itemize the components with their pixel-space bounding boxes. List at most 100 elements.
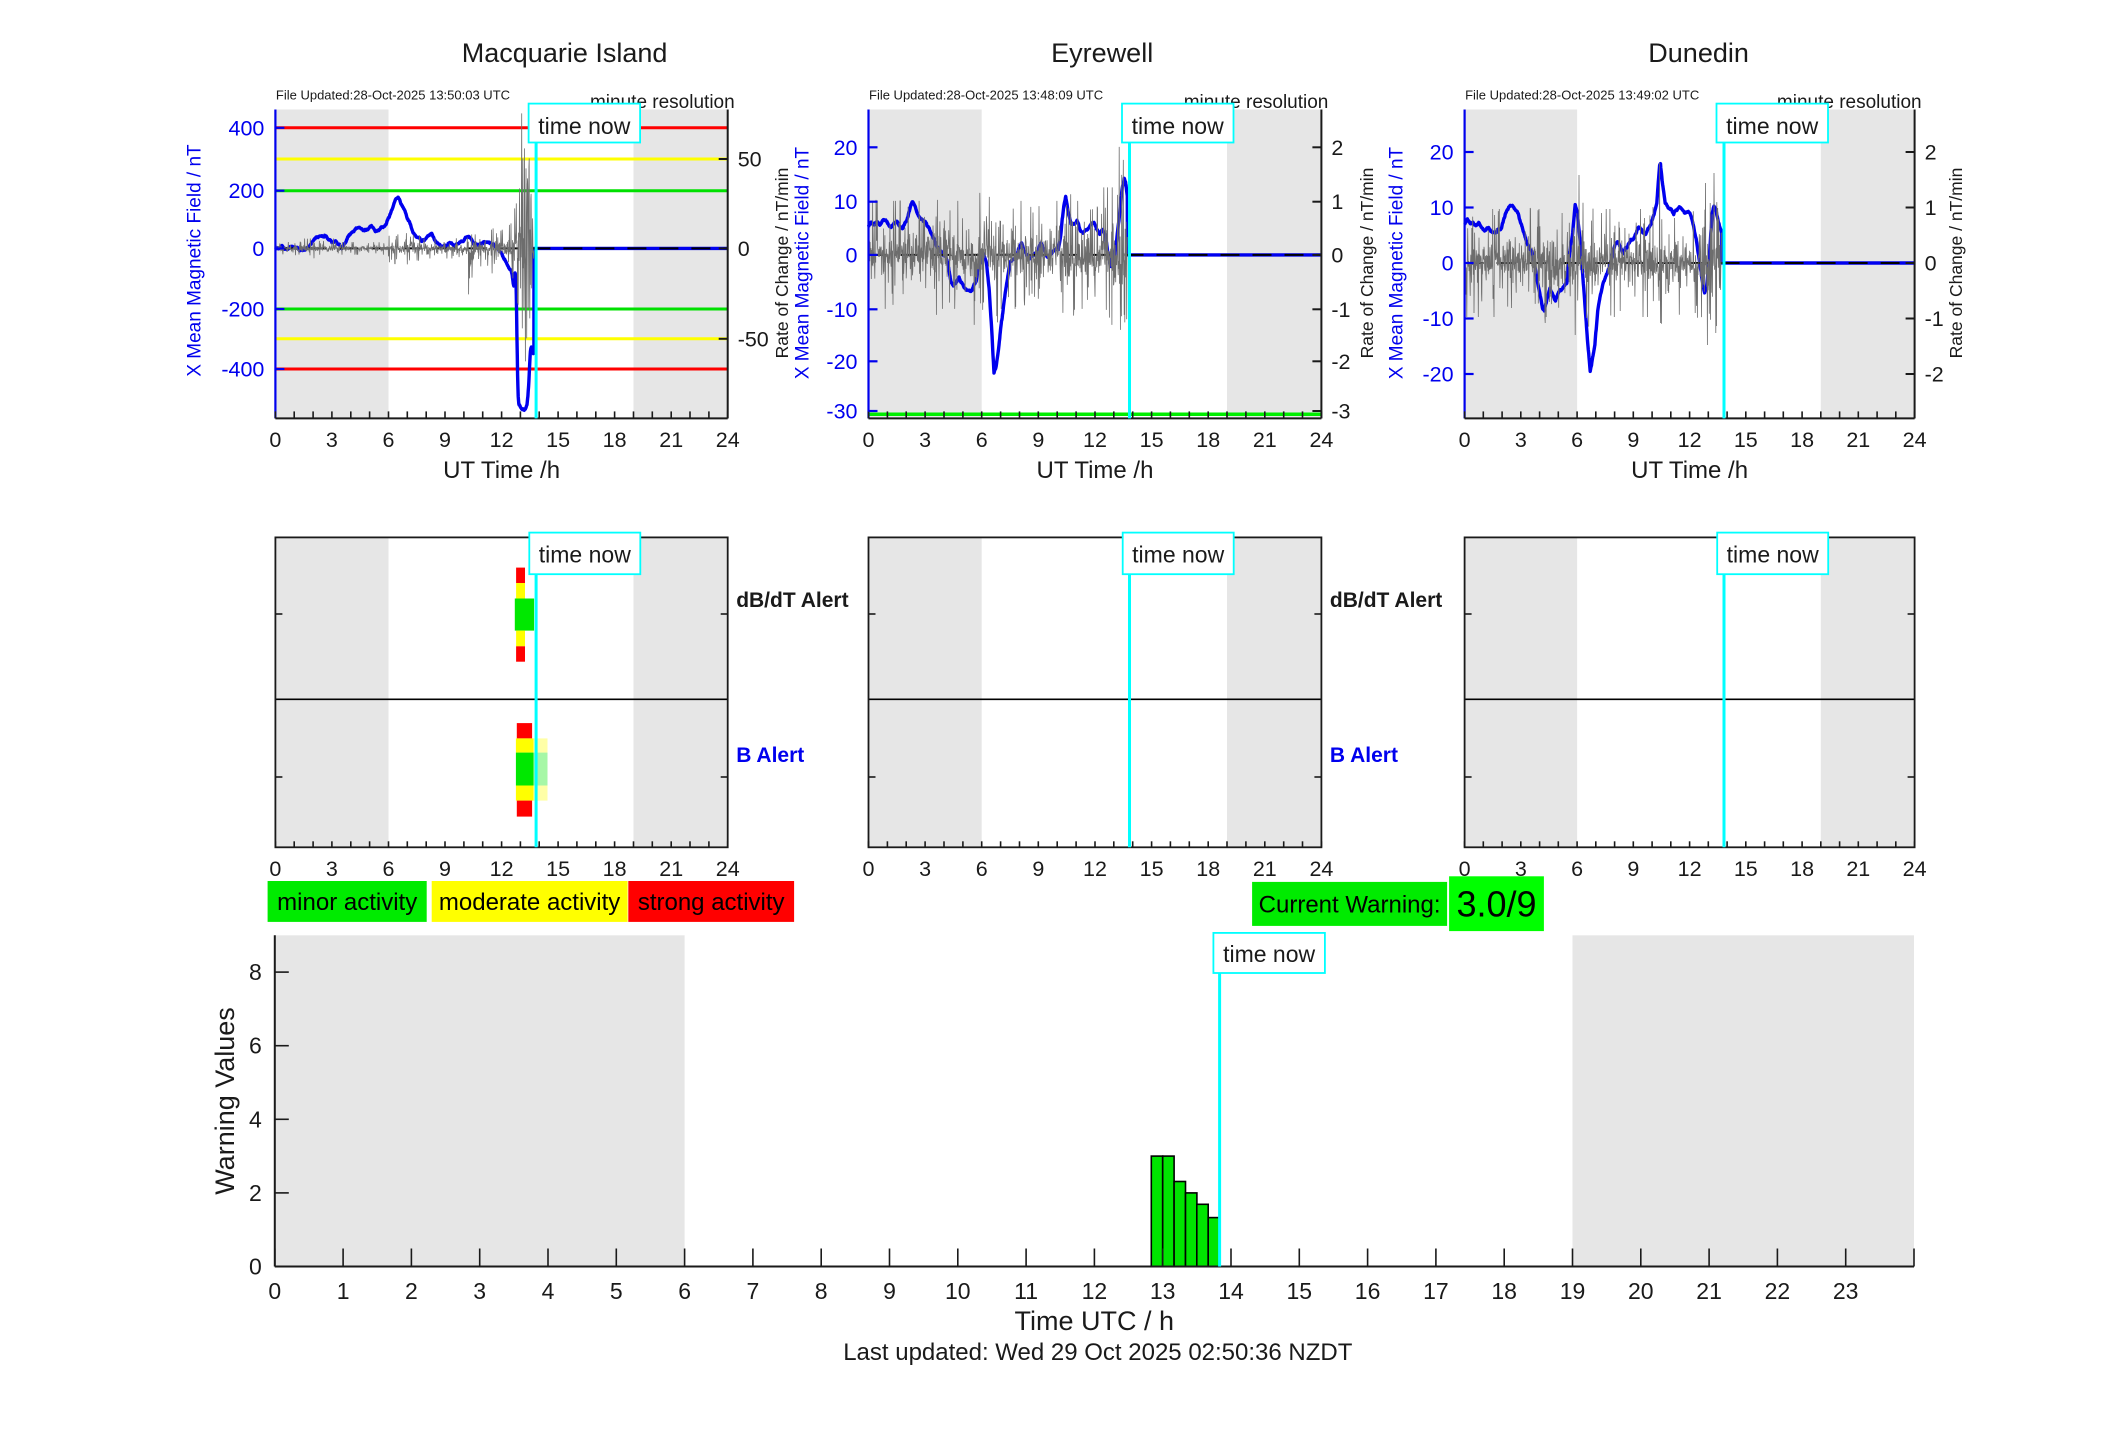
svg-text:0: 0 bbox=[1925, 252, 1937, 276]
svg-text:0: 0 bbox=[269, 857, 281, 881]
svg-text:time now: time now bbox=[1727, 542, 1819, 568]
svg-text:0: 0 bbox=[249, 1254, 262, 1280]
svg-text:File Updated:28-Oct-2025 13:48: File Updated:28-Oct-2025 13:48:09 UTC bbox=[869, 88, 1103, 103]
svg-text:1: 1 bbox=[1331, 190, 1343, 214]
svg-text:18: 18 bbox=[1196, 428, 1220, 452]
svg-text:9: 9 bbox=[1032, 428, 1044, 452]
svg-text:0: 0 bbox=[1442, 252, 1454, 276]
svg-text:17: 17 bbox=[1423, 1278, 1449, 1304]
svg-text:9: 9 bbox=[1627, 428, 1639, 452]
svg-text:Rate of Change / nT/min: Rate of Change / nT/min bbox=[1946, 168, 1966, 359]
svg-text:time now: time now bbox=[1726, 113, 1818, 139]
svg-text:24: 24 bbox=[1309, 428, 1333, 452]
svg-text:2: 2 bbox=[405, 1278, 418, 1304]
svg-text:-50: -50 bbox=[738, 327, 769, 351]
svg-text:9: 9 bbox=[883, 1278, 896, 1304]
svg-text:50: 50 bbox=[738, 148, 762, 172]
svg-text:15: 15 bbox=[1140, 428, 1164, 452]
svg-text:0: 0 bbox=[1459, 428, 1471, 452]
svg-text:-1: -1 bbox=[1331, 298, 1350, 322]
svg-text:9: 9 bbox=[439, 428, 451, 452]
svg-text:9: 9 bbox=[1032, 857, 1044, 881]
svg-text:-2: -2 bbox=[1925, 363, 1944, 387]
svg-text:-1: -1 bbox=[1925, 307, 1944, 331]
svg-text:moderate activity: moderate activity bbox=[439, 889, 620, 916]
svg-text:3: 3 bbox=[326, 428, 338, 452]
svg-text:21: 21 bbox=[1253, 857, 1277, 881]
svg-text:24: 24 bbox=[716, 428, 740, 452]
svg-text:21: 21 bbox=[659, 428, 683, 452]
svg-text:4: 4 bbox=[249, 1106, 262, 1132]
svg-text:18: 18 bbox=[1790, 857, 1814, 881]
svg-text:24: 24 bbox=[1903, 428, 1927, 452]
svg-text:19: 19 bbox=[1560, 1278, 1586, 1304]
svg-text:B Alert: B Alert bbox=[736, 744, 804, 767]
svg-text:B Alert: B Alert bbox=[1330, 744, 1398, 767]
svg-text:3: 3 bbox=[326, 857, 338, 881]
svg-text:18: 18 bbox=[1790, 428, 1814, 452]
svg-text:UT Time /h: UT Time /h bbox=[1037, 457, 1154, 484]
svg-text:Eyrewell: Eyrewell bbox=[1051, 38, 1153, 68]
svg-text:Warning Values: Warning Values bbox=[210, 1007, 240, 1195]
svg-text:20: 20 bbox=[834, 136, 858, 160]
svg-text:0: 0 bbox=[863, 857, 875, 881]
svg-text:time now: time now bbox=[1132, 113, 1224, 139]
svg-text:0: 0 bbox=[1459, 857, 1471, 881]
svg-text:10: 10 bbox=[834, 190, 858, 214]
svg-text:-30: -30 bbox=[826, 400, 857, 424]
svg-text:Dunedin: Dunedin bbox=[1648, 38, 1749, 68]
svg-text:2: 2 bbox=[1331, 136, 1343, 160]
svg-text:12: 12 bbox=[1678, 428, 1702, 452]
svg-text:X Mean Magnetic Field / nT: X Mean Magnetic Field / nT bbox=[793, 146, 814, 379]
svg-text:21: 21 bbox=[1253, 428, 1277, 452]
svg-text:23: 23 bbox=[1833, 1278, 1859, 1304]
svg-text:12: 12 bbox=[490, 857, 514, 881]
svg-text:1: 1 bbox=[1925, 196, 1937, 220]
svg-text:15: 15 bbox=[1140, 857, 1164, 881]
svg-text:3: 3 bbox=[1515, 857, 1527, 881]
svg-text:0: 0 bbox=[1331, 243, 1343, 267]
svg-text:200: 200 bbox=[229, 179, 265, 203]
svg-text:15: 15 bbox=[1734, 428, 1758, 452]
svg-text:time now: time now bbox=[1223, 941, 1315, 967]
svg-text:18: 18 bbox=[603, 857, 627, 881]
svg-text:3: 3 bbox=[473, 1278, 486, 1304]
svg-text:UT Time /h: UT Time /h bbox=[443, 457, 560, 484]
svg-text:3: 3 bbox=[1515, 428, 1527, 452]
svg-text:18: 18 bbox=[1491, 1278, 1517, 1304]
svg-text:0: 0 bbox=[863, 428, 875, 452]
svg-text:3: 3 bbox=[919, 428, 931, 452]
svg-text:6: 6 bbox=[976, 428, 988, 452]
svg-text:6: 6 bbox=[1571, 857, 1583, 881]
svg-text:13: 13 bbox=[1150, 1278, 1176, 1304]
svg-text:Current Warning:: Current Warning: bbox=[1259, 892, 1441, 919]
svg-text:File Updated:28-Oct-2025 13:50: File Updated:28-Oct-2025 13:50:03 UTC bbox=[276, 88, 510, 103]
svg-text:6: 6 bbox=[249, 1033, 262, 1059]
svg-text:21: 21 bbox=[1846, 428, 1870, 452]
svg-text:File Updated:28-Oct-2025 13:49: File Updated:28-Oct-2025 13:49:02 UTC bbox=[1465, 88, 1699, 103]
svg-text:-3: -3 bbox=[1331, 400, 1350, 424]
svg-text:15: 15 bbox=[546, 428, 570, 452]
svg-text:Last updated: Wed 29 Oct 2025: Last updated: Wed 29 Oct 2025 02:50:36 N… bbox=[843, 1339, 1353, 1366]
svg-text:7: 7 bbox=[747, 1278, 760, 1304]
svg-text:2: 2 bbox=[1925, 141, 1937, 165]
svg-text:12: 12 bbox=[1083, 428, 1107, 452]
svg-text:15: 15 bbox=[1287, 1278, 1313, 1304]
svg-text:18: 18 bbox=[1196, 857, 1220, 881]
svg-text:-10: -10 bbox=[826, 298, 857, 322]
svg-text:12: 12 bbox=[1083, 857, 1107, 881]
svg-text:6: 6 bbox=[1571, 428, 1583, 452]
svg-text:400: 400 bbox=[229, 116, 265, 140]
svg-text:6: 6 bbox=[976, 857, 988, 881]
svg-text:-400: -400 bbox=[221, 358, 264, 382]
svg-text:X Mean Magnetic Field / nT: X Mean Magnetic Field / nT bbox=[1387, 146, 1408, 379]
svg-text:9: 9 bbox=[1627, 857, 1639, 881]
svg-text:time now: time now bbox=[539, 542, 631, 568]
svg-text:20: 20 bbox=[1430, 141, 1454, 165]
svg-text:24: 24 bbox=[716, 857, 740, 881]
svg-text:21: 21 bbox=[1846, 857, 1870, 881]
svg-text:2: 2 bbox=[249, 1180, 262, 1206]
svg-text:-20: -20 bbox=[1423, 363, 1454, 387]
svg-text:1: 1 bbox=[337, 1278, 350, 1304]
svg-text:14: 14 bbox=[1218, 1278, 1244, 1304]
